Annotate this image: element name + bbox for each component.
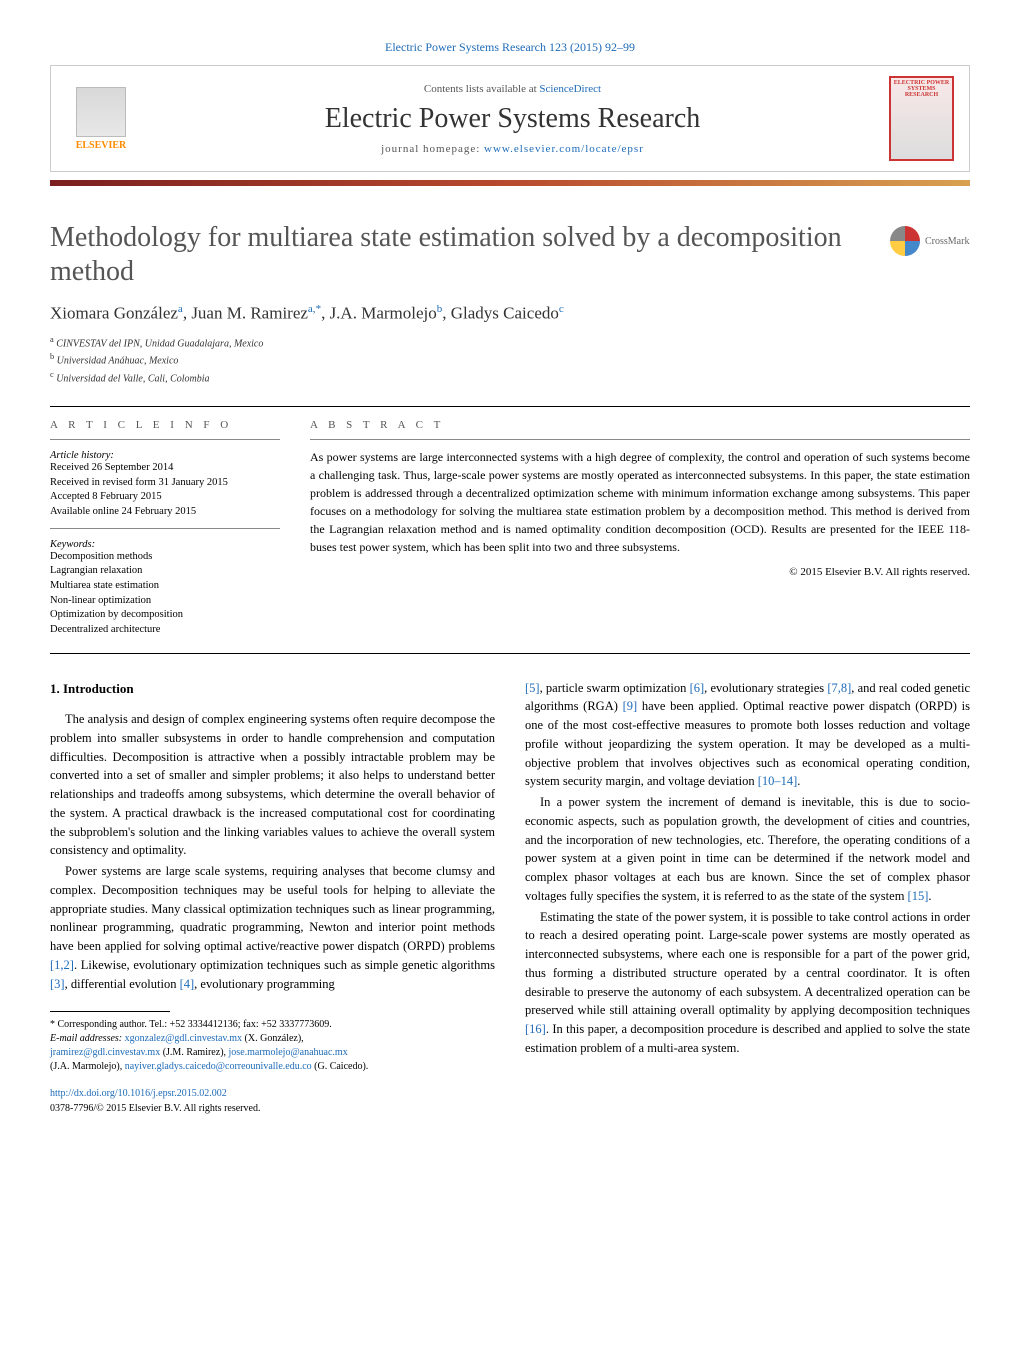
body-columns: 1. Introduction The analysis and design …: [50, 679, 970, 1117]
para-5: Estimating the state of the power system…: [525, 908, 970, 1058]
abstract-divider: [310, 439, 970, 440]
elsevier-logo: ELSEVIER: [66, 79, 136, 159]
aff-c[interactable]: c: [559, 303, 564, 315]
kw-3: Multiarea state estimation: [50, 579, 280, 594]
abstract-heading: A B S T R A C T: [310, 419, 970, 431]
abstract-copyright: © 2015 Elsevier B.V. All rights reserved…: [310, 566, 970, 578]
ref-6[interactable]: [6]: [690, 681, 705, 695]
keywords-label: Keywords:: [50, 539, 280, 550]
ref-7-8[interactable]: [7,8]: [827, 681, 851, 695]
abstract-text: As power systems are large interconnecte…: [310, 448, 970, 556]
running-head: Electric Power Systems Research 123 (201…: [50, 40, 970, 55]
abstract: A B S T R A C T As power systems are lar…: [310, 419, 970, 638]
corresponding-note: * Corresponding author. Tel.: +52 333441…: [50, 1018, 495, 1032]
history-1: Received 26 September 2014: [50, 461, 280, 476]
para-4: In a power system the increment of deman…: [525, 793, 970, 906]
contents-line: Contents lists available at ScienceDirec…: [136, 83, 889, 95]
ref-4[interactable]: [4]: [180, 977, 195, 991]
issn-line: 0378-7796/© 2015 Elsevier B.V. All right…: [50, 1103, 260, 1114]
ref-3[interactable]: [3]: [50, 977, 65, 991]
ref-16[interactable]: [16]: [525, 1022, 546, 1036]
email-4[interactable]: nayiver.gladys.caicedo@correounivalle.ed…: [125, 1061, 312, 1072]
history-4: Available online 24 February 2015: [50, 505, 280, 520]
history-label: Article history:: [50, 450, 280, 461]
journal-cover-thumb: ELECTRIC POWER SYSTEMS RESEARCH: [889, 76, 954, 161]
crossmark-icon: [890, 226, 920, 256]
kw-4: Non-linear optimization: [50, 594, 280, 609]
info-divider-2: [50, 528, 280, 529]
article-title: Methodology for multiarea state estimati…: [50, 221, 870, 288]
elsevier-tree-icon: [76, 87, 126, 137]
homepage-line: journal homepage: www.elsevier.com/locat…: [136, 143, 889, 155]
history-3: Accepted 8 February 2015: [50, 490, 280, 505]
kw-1: Decomposition methods: [50, 550, 280, 565]
info-divider-1: [50, 439, 280, 440]
homepage-prefix: journal homepage:: [381, 143, 484, 155]
kw-6: Decentralized architecture: [50, 623, 280, 638]
ref-15[interactable]: [15]: [908, 889, 929, 903]
email-1[interactable]: xgonzalez@gdl.cinvestav.mx: [125, 1033, 242, 1044]
affiliations: a CINVESTAV del IPN, Unidad Guadalajara,…: [50, 334, 970, 386]
sciencedirect-link[interactable]: ScienceDirect: [539, 83, 601, 95]
ref-5[interactable]: [5]: [525, 681, 540, 695]
email-3[interactable]: jose.marmolejo@anahuac.mx: [229, 1047, 348, 1058]
authors: Xiomara Gonzáleza, Juan M. Ramireza,*, J…: [50, 303, 970, 324]
footnotes: * Corresponding author. Tel.: +52 333441…: [50, 1018, 495, 1074]
footnote-divider: [50, 1011, 170, 1012]
running-head-link[interactable]: Electric Power Systems Research 123 (201…: [385, 40, 635, 54]
kw-2: Lagrangian relaxation: [50, 564, 280, 579]
section-1-heading: 1. Introduction: [50, 679, 495, 699]
emails: E-mail addresses: xgonzalez@gdl.cinvesta…: [50, 1032, 495, 1074]
right-column: [5], particle swarm optimization [6], ev…: [525, 679, 970, 1117]
doi-link[interactable]: http://dx.doi.org/10.1016/j.epsr.2015.02…: [50, 1088, 227, 1099]
ref-10-14[interactable]: [10–14]: [758, 774, 798, 788]
kw-5: Optimization by decomposition: [50, 608, 280, 623]
journal-title: Electric Power Systems Research: [136, 103, 889, 135]
para-3: [5], particle swarm optimization [6], ev…: [525, 679, 970, 792]
para-1: The analysis and design of complex engin…: [50, 710, 495, 860]
homepage-link[interactable]: www.elsevier.com/locate/epsr: [484, 143, 644, 155]
crossmark-label: CrossMark: [925, 236, 969, 247]
article-info: A R T I C L E I N F O Article history: R…: [50, 419, 280, 638]
crossmark-badge[interactable]: CrossMark: [890, 221, 970, 261]
ref-1-2[interactable]: [1,2]: [50, 958, 74, 972]
left-column: 1. Introduction The analysis and design …: [50, 679, 495, 1117]
info-abstract-row: A R T I C L E I N F O Article history: R…: [50, 419, 970, 638]
gradient-bar: [50, 180, 970, 186]
history-2: Received in revised form 31 January 2015: [50, 476, 280, 491]
elsevier-label: ELSEVIER: [76, 140, 127, 151]
affil-a: a CINVESTAV del IPN, Unidad Guadalajara,…: [50, 334, 970, 351]
aff-a[interactable]: a: [178, 303, 183, 315]
journal-header: ELSEVIER Contents lists available at Sci…: [50, 65, 970, 172]
email-2[interactable]: jramirez@gdl.cinvestav.mx: [50, 1047, 160, 1058]
ref-9[interactable]: [9]: [623, 699, 638, 713]
title-row: Methodology for multiarea state estimati…: [50, 221, 970, 288]
contents-prefix: Contents lists available at: [424, 83, 539, 95]
info-heading: A R T I C L E I N F O: [50, 419, 280, 431]
journal-cover-title: ELECTRIC POWER SYSTEMS RESEARCH: [891, 78, 952, 100]
divider-top: [50, 406, 970, 407]
para-2: Power systems are large scale systems, r…: [50, 862, 495, 993]
affil-b: b Universidad Anáhuac, Mexico: [50, 351, 970, 368]
aff-b[interactable]: b: [437, 303, 443, 315]
aff-a-corr[interactable]: a,: [308, 303, 316, 315]
header-center: Contents lists available at ScienceDirec…: [136, 83, 889, 155]
divider-bottom: [50, 653, 970, 654]
affil-c: c Universidad del Valle, Cali, Colombia: [50, 369, 970, 386]
doi-block: http://dx.doi.org/10.1016/j.epsr.2015.02…: [50, 1086, 495, 1116]
